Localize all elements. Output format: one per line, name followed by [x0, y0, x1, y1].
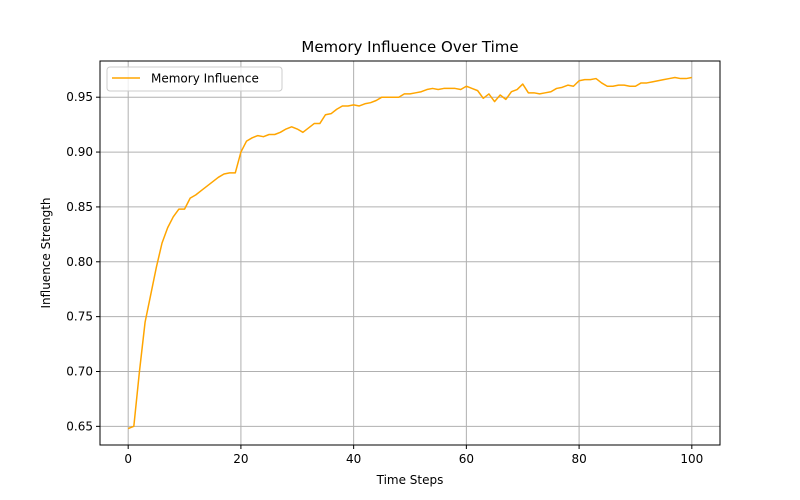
series-line-memory-influence: [127, 76, 692, 430]
x-tick-label: 40: [346, 452, 361, 466]
y-tick-label: 0.90: [66, 145, 93, 159]
y-tick-label: 0.65: [66, 419, 93, 433]
y-tick-label: 0.75: [66, 310, 93, 324]
legend: Memory Influence: [106, 66, 283, 92]
x-tick-label: 20: [233, 452, 248, 466]
series-layer: [127, 76, 692, 430]
legend-box: [106, 66, 283, 92]
x-tick-label: 60: [459, 452, 474, 466]
x-tick-label: 80: [571, 452, 586, 466]
y-tick-label: 0.80: [66, 255, 93, 269]
chart-title: Memory Influence Over Time: [301, 38, 518, 56]
x-tick-label: 100: [680, 452, 703, 466]
plot-frame: [99, 60, 721, 446]
x-axis-ticks: 0 20 40 60 80 100: [124, 445, 703, 466]
y-axis-ticks: 0.65 0.70 0.75 0.80 0.85 0.90 0.95: [66, 90, 100, 433]
y-tick-label: 0.95: [66, 90, 93, 104]
y-axis-label: Influence Strength: [39, 198, 53, 309]
y-tick-label: 0.85: [66, 200, 93, 214]
x-tick-label: 0: [124, 452, 132, 466]
x-axis-label: Time Steps: [376, 473, 444, 487]
legend-label-memory-influence: Memory Influence: [151, 72, 259, 86]
grid: [100, 61, 720, 445]
y-tick-label: 0.70: [66, 364, 93, 378]
